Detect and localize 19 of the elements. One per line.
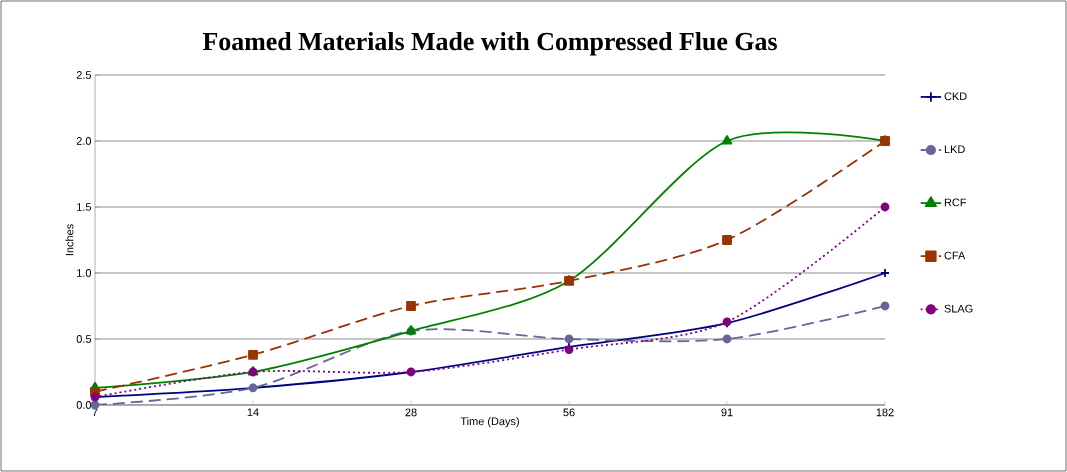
legend-label: CFA — [944, 251, 966, 260]
y-tick-label: 0.0 — [76, 401, 92, 409]
x-tick-label: 14 — [247, 408, 259, 417]
x-axis-title: Time (Days) — [460, 417, 519, 428]
y-tick-label: 0.5 — [76, 335, 92, 343]
x-tick-label: 91 — [721, 408, 733, 417]
legend-label: SLAG — [944, 304, 973, 313]
chart-title: Foamed Materials Made with Compressed Flue Gas — [202, 32, 777, 56]
x-tick-label: 28 — [405, 408, 417, 417]
x-tick-label: 56 — [563, 408, 575, 417]
y-tick-label: 2.5 — [76, 71, 92, 79]
legend-label: LKD — [944, 145, 965, 154]
y-axis-title: Inches — [65, 224, 74, 256]
y-tick-label: 1.5 — [77, 203, 92, 211]
legend-label: RCF — [944, 198, 967, 207]
y-tick-label: 1.0 — [77, 269, 92, 277]
legend-label: CKD — [944, 92, 967, 101]
y-tick-label: 2.0 — [76, 137, 92, 145]
x-tick-label: 182 — [876, 408, 894, 417]
